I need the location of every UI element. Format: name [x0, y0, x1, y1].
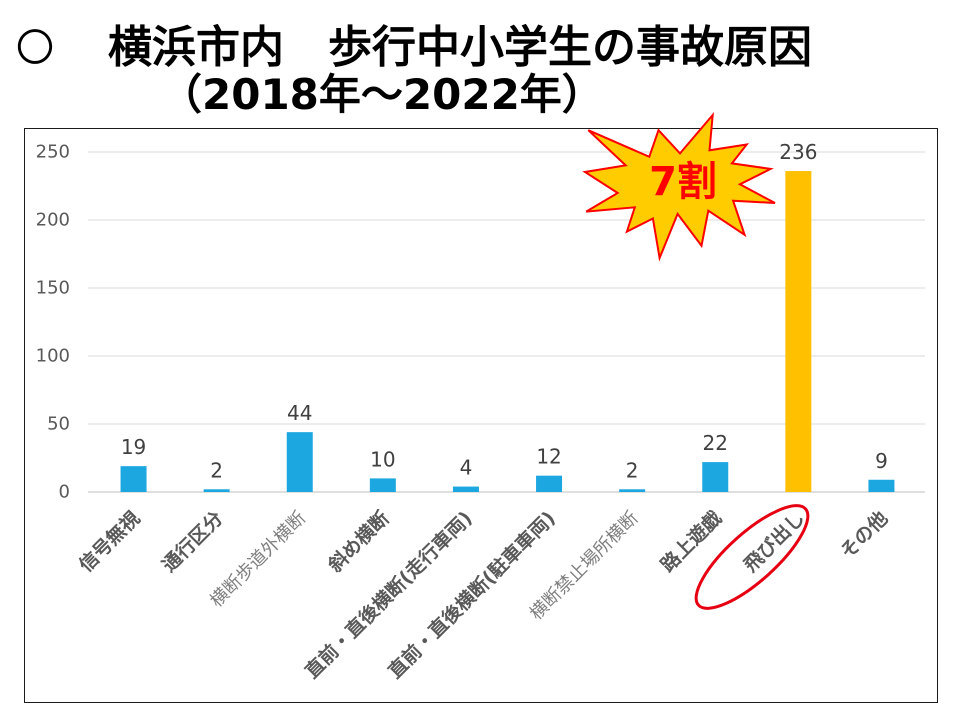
bar — [702, 462, 729, 492]
y-tick-label: 0 — [59, 482, 70, 503]
x-category-label: 路上遊戯 — [656, 506, 727, 577]
bars — [120, 171, 895, 493]
y-tick-label: 250 — [36, 142, 70, 163]
x-category-label: 通行区分 — [157, 507, 227, 577]
bar — [369, 478, 396, 492]
x-category-label: 直前・直後横断(走行車両) — [300, 507, 476, 683]
data-label: 10 — [370, 447, 395, 471]
y-tick-label: 200 — [36, 210, 70, 231]
chart-labels: 05010015020025019信号無視2通行区分44横断歩道外横断10斜め横… — [36, 140, 893, 683]
slide-period: （2018年～2022年） — [160, 70, 604, 119]
data-label: 22 — [703, 431, 728, 455]
x-category-label: 信号無視 — [74, 507, 144, 577]
bar — [619, 489, 646, 492]
data-label: 19 — [121, 435, 146, 459]
bar — [536, 475, 563, 492]
starburst-shape — [582, 111, 776, 262]
x-category-label: 斜め横断 — [323, 507, 394, 578]
data-label: 2 — [626, 458, 639, 482]
bar — [868, 479, 895, 492]
data-label: 9 — [875, 449, 888, 473]
chart-frame — [24, 128, 938, 703]
highlight-ellipse — [694, 504, 810, 610]
data-label: 12 — [536, 445, 561, 469]
data-label: 2 — [210, 458, 223, 482]
data-label: 44 — [287, 401, 312, 425]
x-category-label: 直前・直後横断(駐車車両) — [383, 507, 559, 683]
bar — [286, 432, 313, 492]
starburst-callout: 7割 — [582, 111, 776, 262]
y-tick-label: 100 — [36, 346, 70, 367]
data-label: 4 — [460, 456, 473, 480]
y-tick-label: 50 — [47, 414, 70, 435]
callout-text: 7割 — [649, 159, 717, 205]
title-bullet: 〇 — [16, 26, 55, 70]
data-label: 236 — [779, 140, 817, 164]
x-category-label: その他 — [836, 507, 893, 564]
y-tick-label: 150 — [36, 278, 70, 299]
bar — [785, 171, 812, 493]
bar — [120, 466, 147, 492]
slide-title: 横浜市内 歩行中小学生の事故原因 — [108, 22, 812, 73]
bar — [452, 486, 479, 492]
bar — [203, 489, 230, 492]
